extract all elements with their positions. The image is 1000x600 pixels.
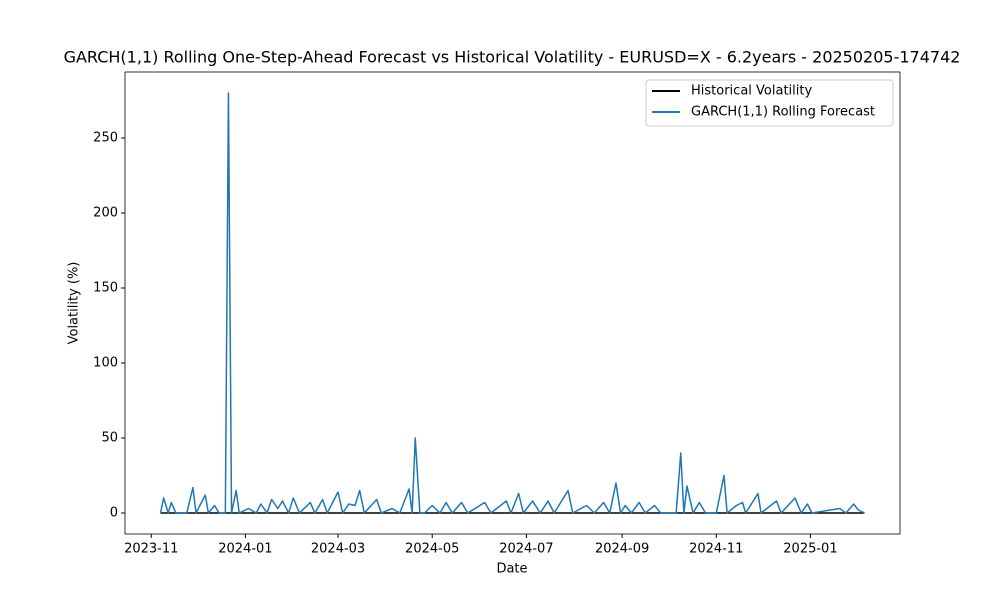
legend-box (645, 79, 894, 127)
x-tick-label: 2025-01 (783, 542, 837, 557)
y-tick-label: 150 (93, 281, 118, 296)
x-tick-label: 2024-03 (311, 542, 365, 557)
x-tick-label: 2024-05 (405, 542, 459, 557)
x-tick-label: 2024-09 (595, 542, 649, 557)
y-tick-label: 0 (110, 506, 118, 521)
y-tick-label: 200 (93, 206, 118, 221)
x-tick-label: 2023-11 (124, 542, 178, 557)
x-tick-label: 2024-07 (499, 542, 553, 557)
y-tick-label: 100 (93, 356, 118, 371)
legend-label: GARCH(1,1) Rolling Forecast (691, 105, 875, 120)
x-tick-label: 2024-11 (689, 542, 743, 557)
y-axis-label: Volatility (%) (67, 262, 82, 345)
x-tick-label: 2024-01 (218, 542, 272, 557)
legend-label: Historical Volatility (691, 84, 812, 99)
y-tick-label: 250 (93, 131, 118, 146)
x-axis-label: Date (496, 562, 527, 577)
axes-frame (124, 71, 901, 535)
y-tick-label: 50 (101, 431, 118, 446)
chart-title: GARCH(1,1) Rolling One-Step-Ahead Foreca… (64, 48, 961, 67)
series-line (159, 92, 865, 514)
